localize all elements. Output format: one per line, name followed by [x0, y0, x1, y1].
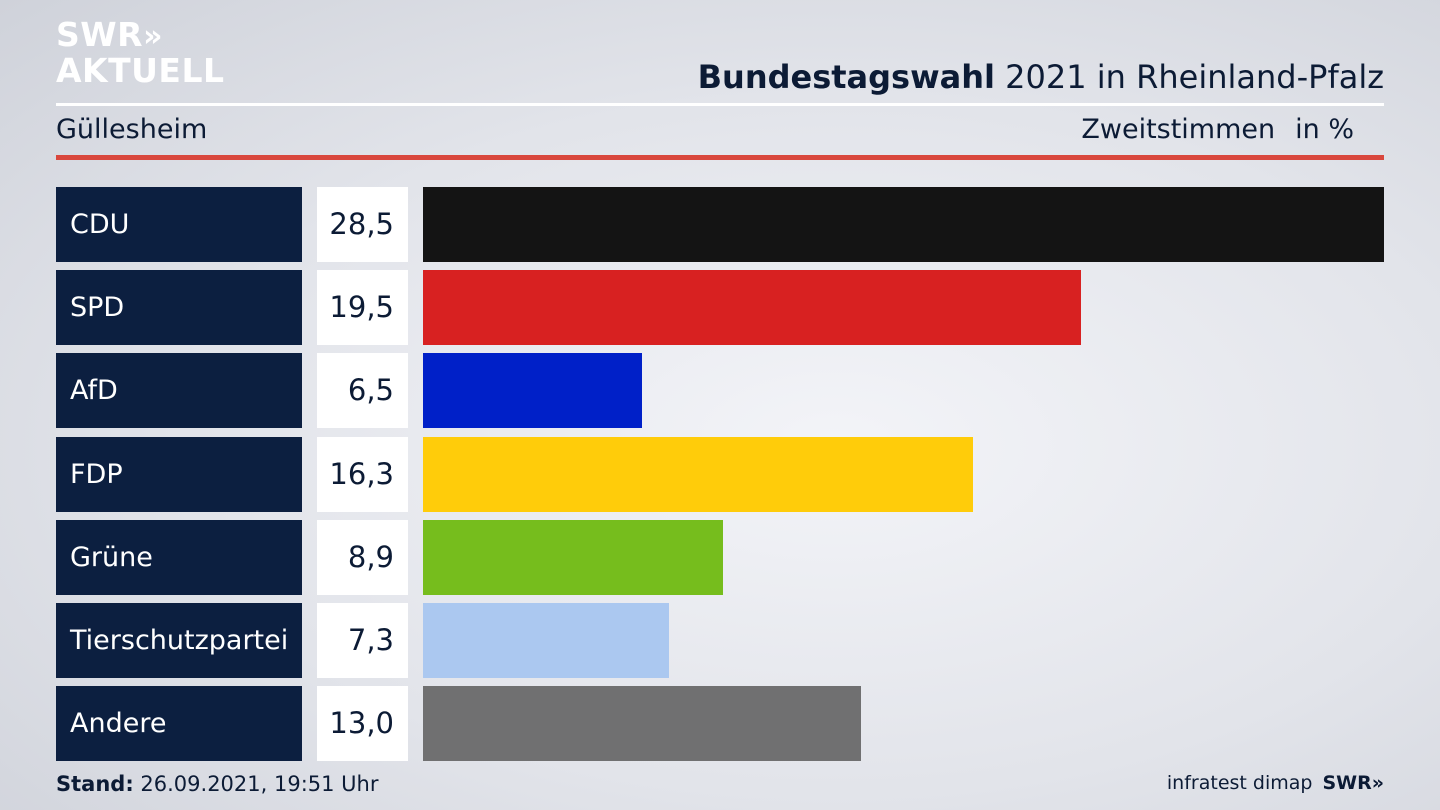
value-label: 8,9	[317, 519, 408, 595]
accent-divider	[56, 155, 1384, 160]
bar-row: AfD 6,5	[56, 353, 1384, 429]
timestamp-value: 26.09.2021, 19:51 Uhr	[133, 772, 379, 796]
value-label: 6,5	[317, 353, 408, 429]
bar-track	[423, 686, 1384, 762]
party-label: AfD	[56, 353, 302, 429]
chart-title: Bundestagswahl 2021 in Rheinland-Pfalz	[698, 58, 1384, 96]
party-label: Tierschutzpartei	[56, 602, 302, 678]
bar-row: SPD 19,5	[56, 270, 1384, 346]
source-brand-logo: SWR»	[1322, 772, 1384, 794]
bar-row: FDP 16,3	[56, 436, 1384, 512]
party-label: Andere	[56, 686, 302, 762]
bar	[423, 519, 723, 595]
party-label: FDP	[56, 436, 302, 512]
bar	[423, 602, 669, 678]
party-label: CDU	[56, 187, 302, 262]
bar-track	[423, 353, 1384, 429]
measure-unit: in %	[1295, 114, 1354, 145]
value-label: 19,5	[317, 270, 408, 346]
value-label: 7,3	[317, 602, 408, 678]
bar-row: Tierschutzpartei 7,3	[56, 602, 1384, 678]
bar-track	[423, 187, 1384, 262]
bar-track	[423, 270, 1384, 346]
bar	[423, 353, 642, 429]
value-label: 28,5	[317, 187, 408, 262]
measure-name: Zweitstimmen	[1081, 114, 1276, 145]
value-label: 13,0	[317, 686, 408, 762]
chart-title-bold: Bundestagswahl	[697, 58, 995, 96]
swr-aktuell-logo: SWR» AKTUELL	[56, 15, 225, 90]
source-name: infratest dimap	[1166, 772, 1313, 794]
header-divider	[56, 103, 1384, 106]
timestamp: Stand: 26.09.2021, 19:51 Uhr	[56, 772, 379, 796]
bar-chart: CDU 28,5 SPD 19,5 AfD 6,5 FDP 16,3 Grüne 8,9 Tiers…	[56, 187, 1384, 769]
timestamp-label: Stand:	[56, 772, 134, 796]
party-label: Grüne	[56, 519, 302, 595]
bar-track	[423, 602, 1384, 678]
value-label: 16,3	[317, 436, 408, 512]
bar	[423, 270, 1081, 346]
bar	[423, 686, 861, 762]
measure-label: Zweitstimmen in %	[1081, 114, 1354, 145]
region-label: Güllesheim	[56, 114, 208, 145]
bar-row: CDU 28,5	[56, 187, 1384, 262]
bar-row: Andere 13,0	[56, 686, 1384, 762]
party-label: SPD	[56, 270, 302, 346]
bar	[423, 187, 1384, 262]
chart-title-rest: 2021 in Rheinland-Pfalz	[995, 58, 1384, 96]
bar-row: Grüne 8,9	[56, 519, 1384, 595]
bar-track	[423, 436, 1384, 512]
bar-track	[423, 519, 1384, 595]
bar	[423, 436, 973, 512]
source-credit: infratest dimap SWR»	[1167, 772, 1384, 794]
